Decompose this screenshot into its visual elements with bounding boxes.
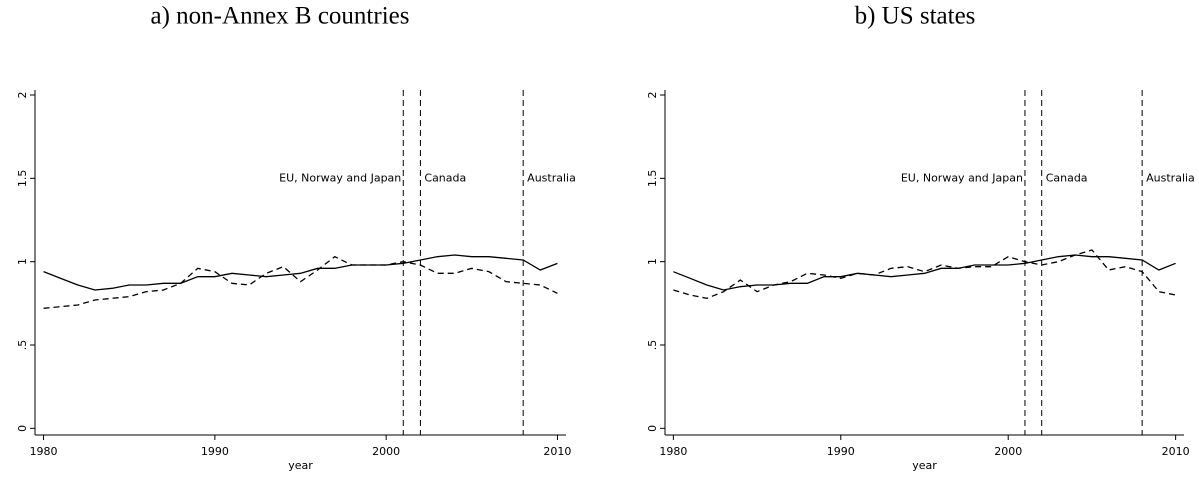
- data-line: [673, 254, 1176, 291]
- chart-title: b) US states: [855, 3, 976, 30]
- annotation: EU, Norway and Japan: [901, 171, 1023, 184]
- y-tick-label: 1.5: [16, 170, 29, 188]
- x-tick-label: 2010: [543, 445, 571, 458]
- x-tick-label: 2000: [372, 445, 400, 458]
- y-tick-label: 0: [16, 425, 29, 432]
- x-axis-label: year: [912, 459, 937, 472]
- annotation: Australia: [527, 171, 576, 184]
- y-tick-label: .5: [646, 340, 659, 351]
- y-tick-label: .5: [16, 340, 29, 351]
- x-tick-label: 2010: [1162, 445, 1190, 458]
- y-tick-label: 0: [646, 425, 659, 432]
- y-tick-label: 1: [646, 258, 659, 265]
- x-tick-label: 1980: [30, 445, 58, 458]
- data-line: [673, 249, 1176, 300]
- x-tick-label: 2000: [994, 445, 1022, 458]
- annotation: EU, Norway and Japan: [279, 171, 401, 184]
- data-line: [43, 254, 558, 291]
- y-tick-label: 1.5: [646, 170, 659, 188]
- x-axis-label: year: [288, 459, 313, 472]
- chart-title: a) non-Annex B countries: [151, 3, 410, 30]
- y-tick-label: 2: [646, 92, 659, 99]
- y-tick-label: 1: [16, 258, 29, 265]
- data-line: [43, 255, 558, 309]
- annotation: Canada: [424, 171, 466, 184]
- x-tick-label: 1980: [659, 445, 687, 458]
- y-tick-label: 2: [16, 92, 29, 99]
- annotation: Australia: [1146, 171, 1195, 184]
- x-tick-label: 1990: [827, 445, 855, 458]
- annotation: Canada: [1046, 171, 1088, 184]
- x-tick-label: 1990: [201, 445, 229, 458]
